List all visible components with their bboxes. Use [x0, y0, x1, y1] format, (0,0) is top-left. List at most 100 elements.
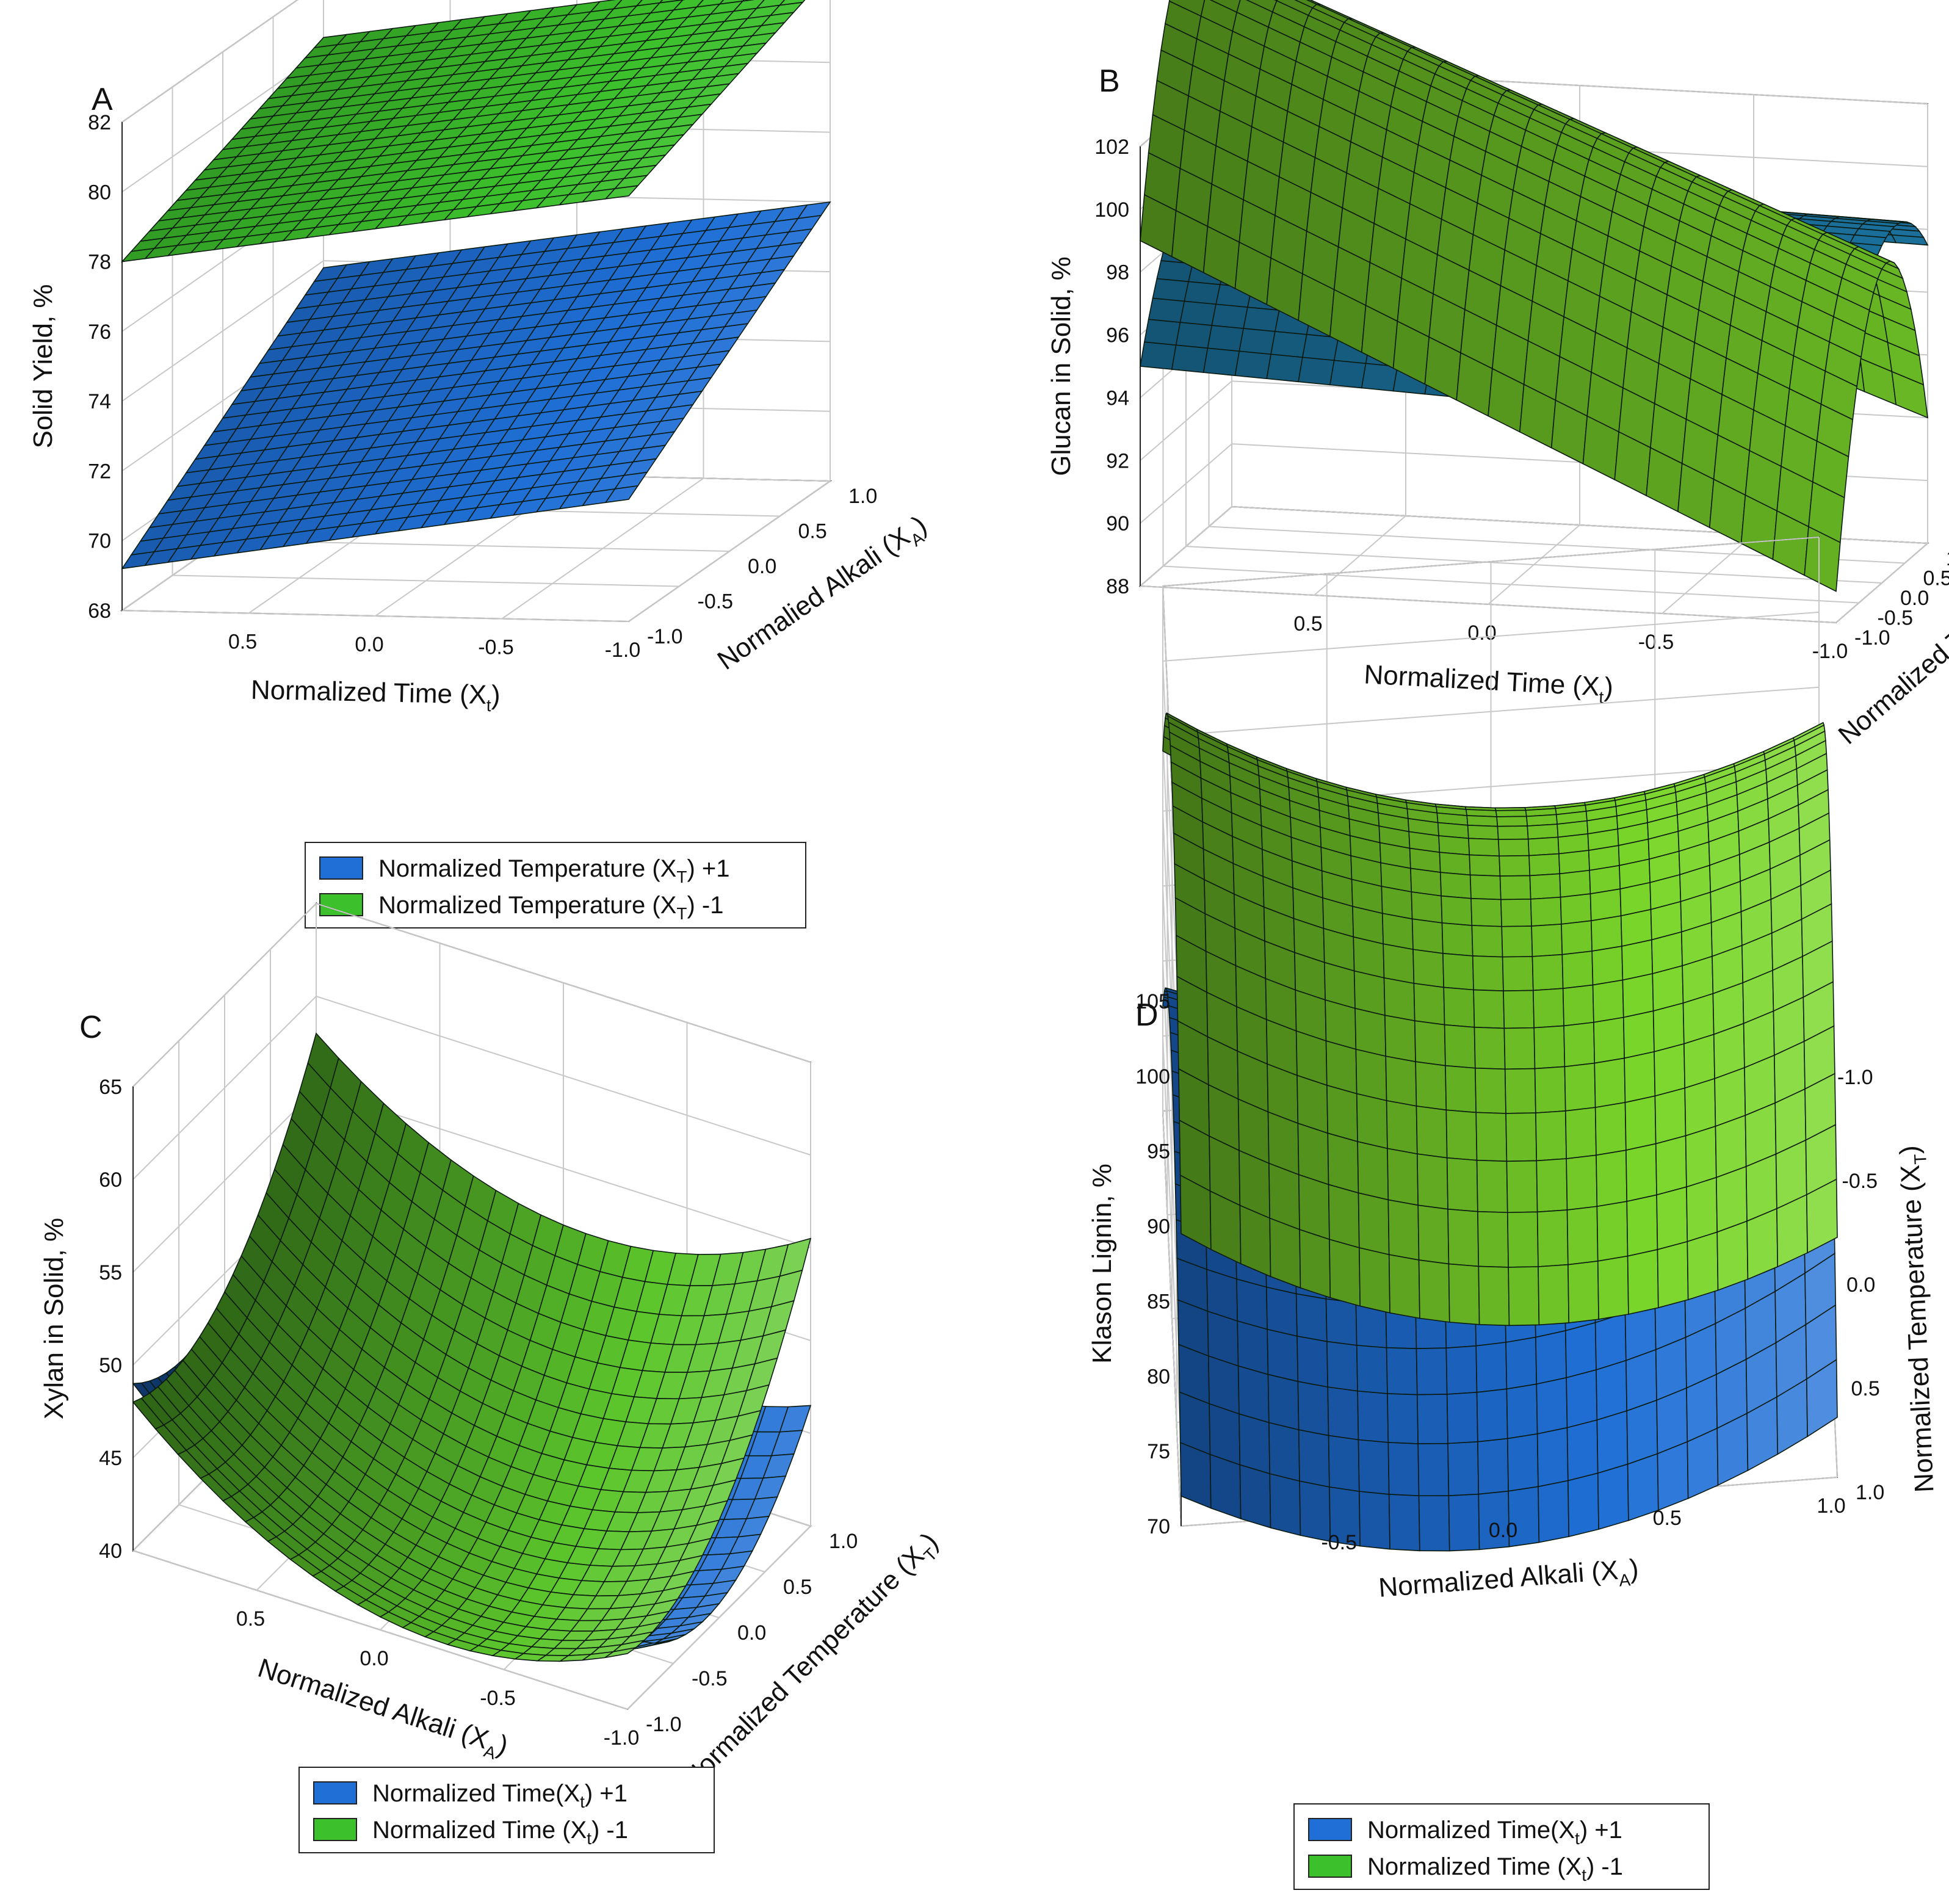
- surface-facet: [1505, 1336, 1538, 1390]
- x-tick-label: 0.5: [228, 631, 257, 654]
- legend: Normalized Temperature (XT) +1 Normalized…: [305, 842, 806, 928]
- surface-facet: [1243, 306, 1280, 332]
- surface-facet: [1387, 1148, 1419, 1206]
- surface-facet: [1152, 278, 1190, 302]
- legend-swatch: [319, 856, 363, 880]
- y-tick-label: 0.0: [737, 1621, 766, 1645]
- legend-swatch: [1308, 1818, 1352, 1841]
- x-tick-label: 0.0: [355, 633, 383, 656]
- surface-facet: [1568, 1260, 1599, 1323]
- surface-facet: [1327, 1132, 1359, 1194]
- z-tick-label: 90: [1106, 512, 1129, 535]
- surface-facet: [1655, 1135, 1687, 1196]
- surface-facet: [1656, 1186, 1688, 1250]
- surface-facet: [1566, 1419, 1599, 1482]
- surface-facet: [1625, 1143, 1657, 1203]
- surface-minus-one: [120, 0, 806, 262]
- surface-facet: [1416, 1105, 1448, 1159]
- surface-facet: [1328, 1435, 1360, 1493]
- y-tick-label: -1.0: [646, 1713, 682, 1736]
- surface-facet: [1385, 1055, 1417, 1107]
- surface-facet: [1529, 873, 1561, 900]
- surface-facet: [1297, 1123, 1329, 1185]
- surface-facet: [1414, 1020, 1446, 1066]
- legend-box: [298, 1767, 715, 1853]
- surface-facet: [1590, 915, 1622, 952]
- surface-facet: [1594, 1102, 1627, 1156]
- z-tick-label: 50: [99, 1354, 122, 1377]
- z-tick-label: 60: [99, 1168, 122, 1192]
- surface-facet: [1466, 815, 1499, 827]
- z-tick-label: 78: [88, 251, 111, 274]
- surface-facet: [1387, 1442, 1420, 1497]
- legend-swatch: [1308, 1855, 1352, 1878]
- surface-facet: [1501, 925, 1533, 958]
- z-tick-label: 70: [88, 530, 111, 553]
- x-tick-label: 0.0: [1489, 1519, 1517, 1542]
- z-tick-label: 85: [1147, 1290, 1170, 1313]
- surface-facet: [1716, 1165, 1748, 1233]
- surface-facet: [1592, 979, 1624, 1023]
- surface-facet: [1238, 1413, 1271, 1475]
- surface-facet: [1564, 1107, 1597, 1159]
- surface-facet: [1446, 1391, 1478, 1444]
- x-tick-label: 0.0: [360, 1647, 388, 1670]
- legend-box: [305, 842, 806, 928]
- surface-facet: [1534, 1066, 1566, 1113]
- surface-facet: [1502, 956, 1534, 991]
- surface-facet: [1497, 838, 1530, 857]
- surface-facet: [1716, 1220, 1749, 1291]
- surface-facet: [1143, 319, 1181, 346]
- z-tick-label: 94: [1106, 386, 1129, 410]
- surface-facet: [1267, 1374, 1300, 1431]
- surface-facet: [1471, 925, 1503, 958]
- surface-facet: [1475, 1341, 1508, 1393]
- surface-facet: [604, 485, 639, 504]
- z-tick-label: 74: [88, 390, 111, 413]
- surface-facet: [1527, 823, 1559, 840]
- surface-facet: [1538, 1264, 1570, 1326]
- z-tick-label: 100: [1135, 1065, 1170, 1088]
- surface-facet: [1566, 1154, 1598, 1211]
- surface-facet: [1184, 281, 1221, 305]
- z-tick-label: 72: [88, 460, 111, 483]
- surface-facet: [1417, 1394, 1448, 1444]
- surface-facet: [1447, 1441, 1480, 1497]
- surface-facet: [1386, 1100, 1418, 1155]
- y-tick-label: 0.5: [1923, 567, 1949, 590]
- surface-facet: [1686, 1176, 1718, 1242]
- surface-facet: [1386, 1347, 1418, 1395]
- z-tick-label: 102: [1094, 136, 1129, 159]
- y-tick-label: -0.5: [698, 590, 734, 614]
- legend-entry: Normalized Time (Xt) -1: [1367, 1853, 1623, 1884]
- panel-label: B: [1099, 63, 1120, 99]
- surface-facet: [1473, 989, 1505, 1029]
- surface-facet: [1234, 350, 1272, 380]
- x-tick-label: 0.0: [1467, 621, 1496, 645]
- surface-facet: [1266, 353, 1303, 383]
- legend-entry: Normalized Temperature (XT) +1: [378, 855, 730, 886]
- surface-facet: [1561, 950, 1594, 990]
- surface-facet: [1441, 922, 1474, 957]
- surface-plus-one: [121, 201, 831, 570]
- surface-facet: [1270, 331, 1307, 358]
- surface-facet: [1564, 1062, 1596, 1112]
- surface-facet: [1359, 1491, 1390, 1550]
- z-axis-title: Glucan in Solid, %: [1046, 256, 1076, 476]
- surface-facet: [1685, 1125, 1717, 1188]
- surface-facet: [1654, 1087, 1687, 1145]
- surface-minus-one: [1140, 0, 1928, 592]
- y-tick-label: -0.5: [692, 1667, 728, 1690]
- surface-facet: [1211, 303, 1248, 329]
- surface-facet: [1357, 1390, 1389, 1443]
- surface-facet: [1559, 869, 1591, 898]
- surface-facet: [1657, 1441, 1689, 1511]
- surface-facet: [1499, 875, 1531, 900]
- surface-facet: [1299, 1229, 1331, 1298]
- surface-facet: [1564, 1322, 1597, 1378]
- surface-facet: [1357, 1141, 1389, 1201]
- surface-facet: [1476, 1388, 1508, 1442]
- surface-facet: [1622, 972, 1654, 1018]
- surface-facet: [1416, 1347, 1448, 1395]
